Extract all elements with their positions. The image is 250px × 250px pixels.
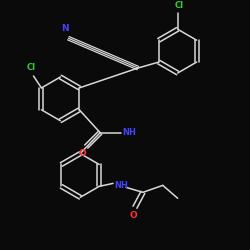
- Text: Cl: Cl: [174, 1, 183, 10]
- Text: NH: NH: [122, 128, 136, 137]
- Text: Cl: Cl: [27, 62, 36, 72]
- Text: O: O: [129, 211, 137, 220]
- Text: O: O: [78, 149, 86, 158]
- Text: NH: NH: [114, 181, 128, 190]
- Text: N: N: [62, 24, 69, 33]
